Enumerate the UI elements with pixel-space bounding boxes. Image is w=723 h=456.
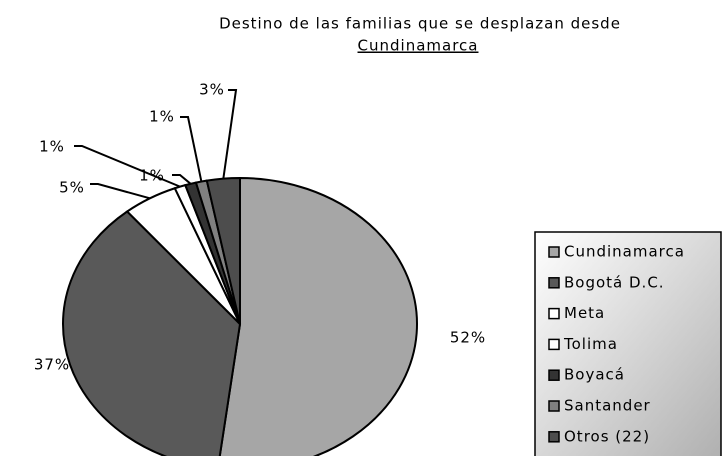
legend-swatch <box>548 369 560 381</box>
leader-line <box>172 174 192 185</box>
leader-line <box>180 116 203 182</box>
chart-title: Destino de las familias que se desplazan… <box>219 15 621 33</box>
data-label: 52% <box>450 329 486 347</box>
legend-label: Otros (22) <box>564 427 650 445</box>
legend-swatch <box>548 431 560 443</box>
legend-label: Tolima <box>563 335 618 353</box>
leader-line <box>222 89 238 179</box>
data-label: 1% <box>39 138 65 156</box>
legend-label: Meta <box>564 304 605 322</box>
leader-line <box>74 145 181 188</box>
data-label: 3% <box>199 81 225 99</box>
legend-label: Cundinamarca <box>564 243 685 261</box>
leader-line <box>90 183 151 200</box>
legend-label: Bogotá D.C. <box>564 273 665 291</box>
chart-title: Cundinamarca <box>358 37 479 55</box>
data-label: 1% <box>149 108 175 126</box>
legend-swatch <box>548 307 560 320</box>
data-label: 37% <box>34 356 70 374</box>
legend-swatch <box>548 246 560 258</box>
data-label: 5% <box>59 179 85 197</box>
legend-box <box>534 231 722 456</box>
legend-label: Boyacá <box>564 366 625 384</box>
legend-swatch <box>548 338 560 351</box>
legend-swatch <box>548 277 560 289</box>
legend-label: Santander <box>564 397 651 415</box>
data-label: 1% <box>139 167 165 185</box>
pie-slice <box>218 176 418 456</box>
legend-swatch <box>548 400 560 412</box>
pie-slice <box>62 210 242 456</box>
